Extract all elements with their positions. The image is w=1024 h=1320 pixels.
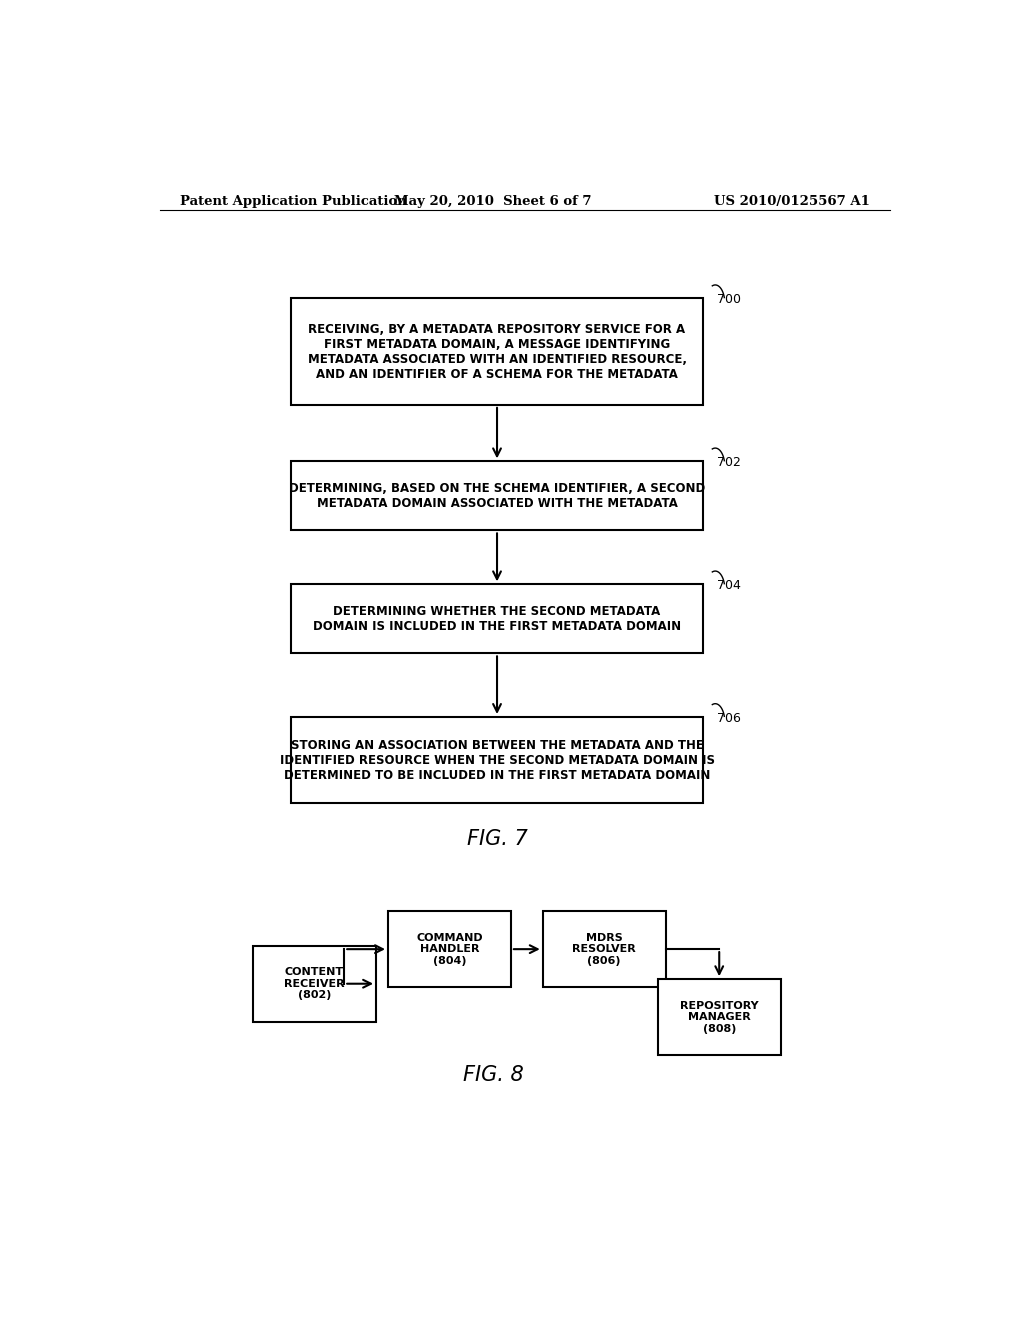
Bar [253,945,376,1022]
Text: DETERMINING, BASED ON THE SCHEMA IDENTIFIER, A SECOND
METADATA DOMAIN ASSOCIATED: DETERMINING, BASED ON THE SCHEMA IDENTIF… [289,482,706,510]
Text: 702: 702 [717,457,740,469]
Text: RECEIVING, BY A METADATA REPOSITORY SERVICE FOR A
FIRST METADATA DOMAIN, A MESSA: RECEIVING, BY A METADATA REPOSITORY SERV… [307,322,686,380]
Text: 704: 704 [717,579,740,593]
Bar [291,298,703,405]
Text: 706: 706 [717,711,740,725]
Text: CONTENT
RECEIVER
(802): CONTENT RECEIVER (802) [285,968,345,1001]
Text: COMMAND
HANDLER
(804): COMMAND HANDLER (804) [416,932,482,966]
Text: US 2010/0125567 A1: US 2010/0125567 A1 [714,194,870,207]
Bar [291,717,703,804]
Bar [543,911,666,987]
Text: 700: 700 [717,293,740,306]
Bar [657,979,780,1056]
Text: STORING AN ASSOCIATION BETWEEN THE METADATA AND THE
IDENTIFIED RESOURCE WHEN THE: STORING AN ASSOCIATION BETWEEN THE METAD… [280,739,715,781]
Text: Patent Application Publication: Patent Application Publication [179,194,407,207]
Text: DETERMINING WHETHER THE SECOND METADATA
DOMAIN IS INCLUDED IN THE FIRST METADATA: DETERMINING WHETHER THE SECOND METADATA … [313,605,681,632]
Bar [291,585,703,653]
Text: FIG. 7: FIG. 7 [467,829,527,849]
Text: MDRS
RESOLVER
(806): MDRS RESOLVER (806) [572,932,636,966]
Text: May 20, 2010  Sheet 6 of 7: May 20, 2010 Sheet 6 of 7 [394,194,592,207]
Text: REPOSITORY
MANAGER
(808): REPOSITORY MANAGER (808) [680,1001,759,1034]
Text: FIG. 8: FIG. 8 [463,1065,523,1085]
Bar [388,911,511,987]
Bar [291,461,703,531]
